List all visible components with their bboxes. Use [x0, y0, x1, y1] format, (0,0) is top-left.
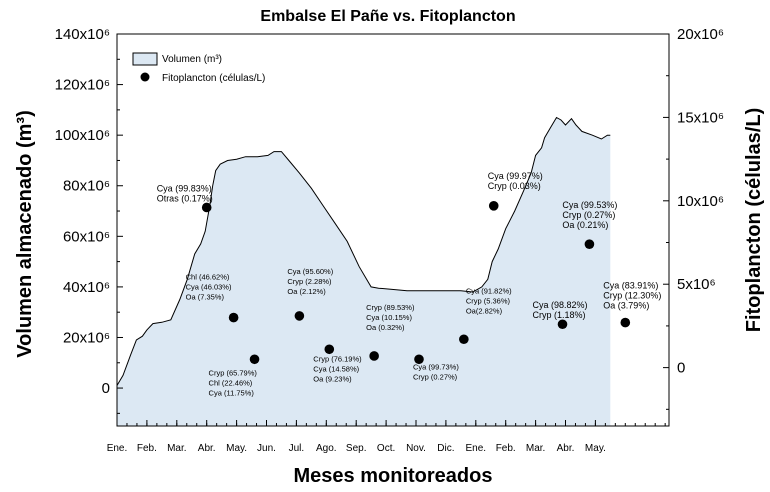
phyto-annotation: Cya (99.73%) — [413, 362, 459, 371]
phyto-annotation: Cya (91.82%) — [466, 286, 512, 295]
left-axis: 0 20x10⁶ 40x10⁶ 60x10⁶ 80x10⁶ 100x10⁶ 120x10⁶ 1… — [55, 26, 123, 414]
phyto-point — [294, 311, 305, 321]
phyto-point — [324, 344, 335, 355]
legend-phyto-label: Fitoplancton (células/L) — [162, 73, 265, 84]
phyto-annotation: Oa (0.32%) — [366, 323, 405, 332]
y-left-axis-title: Volumen almacenado (m³) — [14, 110, 36, 357]
x-axis: Ene. Feb. Mar. Abr. May. Jun. Jul. Ago. Sep. Oct.… — [107, 420, 666, 454]
x-axis-title: Meses monitoreados — [294, 465, 493, 487]
x-tick-label: Ene. — [107, 443, 128, 454]
right-tick-label: 15x10⁶ — [677, 109, 724, 126]
phyto-annotation: Cryp (5.36%) — [466, 296, 511, 305]
phyto-annotation: Cya (99.97%) — [488, 171, 543, 181]
right-tick-label: 5x10⁶ — [677, 276, 716, 293]
phyto-point — [557, 319, 568, 330]
phyto-annotation: Oa (7.35%) — [186, 293, 225, 302]
phyto-points-layer — [201, 201, 631, 365]
phyto-annotation: Cryp (12.30%) — [603, 291, 661, 301]
left-tick-label: 100x10⁶ — [55, 127, 110, 144]
right-tick-label: 20x10⁶ — [677, 26, 724, 43]
phyto-annotation: Cryp (65.79%) — [209, 368, 258, 377]
phyto-annotation: Cya (99.83%) — [157, 183, 212, 193]
right-tick-label: 0 — [677, 360, 685, 377]
phyto-point — [228, 312, 239, 323]
x-tick-label: Feb. — [137, 443, 157, 454]
phyto-annotation: Otras (0.17%) — [157, 193, 213, 203]
x-tick-label: Mar. — [526, 443, 545, 454]
plot-frame — [116, 33, 670, 427]
legend-phyto-marker — [140, 72, 150, 82]
x-tick-label: Nov. — [406, 443, 426, 454]
phyto-annotation: Cya (95.60%) — [287, 267, 333, 276]
phyto-annotation: Oa (2.12%) — [287, 287, 326, 296]
left-tick-label: 140x10⁶ — [55, 26, 110, 43]
left-tick-label: 60x10⁶ — [63, 228, 110, 245]
phyto-annotation: Cryp (0.27%) — [413, 372, 458, 381]
phyto-annotation: Cryp (2.28%) — [287, 277, 332, 286]
x-tick-label: May. — [585, 443, 606, 454]
phyto-annotation: Cryp (0.27%) — [562, 210, 615, 220]
annotations-layer: Cya (99.83%)Otras (0.17%)Chl (46.62%)Cya… — [157, 171, 662, 397]
x-tick-label: Ago. — [316, 443, 337, 454]
x-tick-label: May. — [226, 443, 247, 454]
x-tick-label: Abr. — [198, 443, 216, 454]
phyto-annotation: Oa(2.82%) — [466, 306, 503, 315]
phyto-point — [414, 354, 424, 365]
phyto-annotation: Cya (83.91%) — [603, 281, 658, 291]
x-tick-label: Oct. — [377, 443, 395, 454]
phyto-point — [488, 201, 499, 211]
phyto-annotation: Chl (46.62%) — [186, 273, 230, 282]
phyto-annotation: Oa (3.79%) — [603, 301, 649, 311]
phyto-annotation: Cryp (76.19%) — [313, 354, 362, 363]
x-tick-label: Mar. — [167, 443, 186, 454]
x-tick-label: Dic. — [437, 443, 454, 454]
phyto-annotation: Cya (46.03%) — [186, 283, 232, 292]
phyto-point — [620, 317, 631, 328]
phyto-annotation: Cya (98.82%) — [533, 300, 588, 310]
phyto-annotation: Cya (11.75%) — [209, 388, 255, 397]
phyto-annotation: Oa (0.21%) — [562, 220, 608, 230]
chart-title: Embalse El Pañe vs. Fitoplancton — [260, 8, 515, 25]
phyto-point — [249, 354, 260, 365]
left-tick-label: 0 — [102, 380, 110, 397]
volume-area-layer — [116, 116, 611, 426]
right-axis: 0 5x10⁶ 10x10⁶ 15x10⁶ 20x10⁶ — [663, 26, 724, 410]
x-tick-label: Sep. — [346, 443, 367, 454]
x-tick-label: Feb. — [496, 443, 516, 454]
left-tick-label: 40x10⁶ — [63, 279, 110, 296]
right-tick-label: 10x10⁶ — [677, 193, 724, 210]
phyto-annotation: Oa (9.23%) — [313, 374, 352, 383]
phyto-annotation: Cya (99.53%) — [562, 200, 617, 210]
volume-area-fill — [117, 117, 611, 426]
phyto-annotation: Cryp (1.18%) — [533, 310, 586, 320]
phyto-point — [459, 334, 469, 345]
legend-volume-label: Volumen (m³) — [162, 54, 222, 65]
x-tick-label: Jun. — [257, 443, 276, 454]
phyto-annotation: Cryp (0.03%) — [488, 181, 541, 191]
phyto-annotation: Cya (10.15%) — [366, 313, 412, 322]
left-tick-label: 20x10⁶ — [63, 329, 110, 346]
phyto-annotation: Cryp (89.53%) — [366, 303, 415, 312]
y-right-axis-title: Fitoplancton (células/L) — [743, 108, 765, 332]
phyto-point — [369, 351, 379, 361]
x-tick-label: Abr. — [557, 443, 575, 454]
left-tick-label: 80x10⁶ — [63, 178, 110, 195]
legend: Volumen (m³) Fitoplancton (células/L) — [132, 52, 265, 84]
phyto-point — [201, 202, 212, 213]
left-tick-label: 120x10⁶ — [55, 77, 110, 94]
x-tick-label: Jul. — [289, 443, 305, 454]
phyto-point — [584, 239, 595, 249]
phyto-annotation: Chl (22.46%) — [209, 378, 253, 387]
volume-area-line — [116, 116, 611, 386]
phyto-annotation: Cya (14.58%) — [313, 364, 359, 373]
x-tick-label: Ene. — [466, 443, 487, 454]
legend-volume-swatch — [132, 52, 158, 66]
